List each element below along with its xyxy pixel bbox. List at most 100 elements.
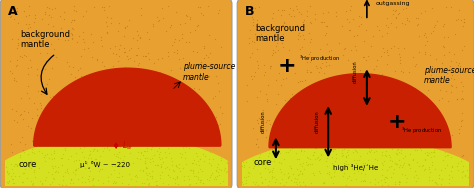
Point [304, 145, 311, 148]
Point [99, 168, 106, 171]
Point [142, 54, 150, 57]
Point [363, 13, 371, 16]
Point [384, 167, 392, 170]
Point [279, 37, 286, 40]
Point [100, 150, 107, 153]
Point [427, 31, 435, 34]
Point [151, 61, 158, 64]
Point [398, 136, 405, 139]
Point [457, 18, 465, 21]
Point [297, 25, 305, 28]
Point [71, 169, 78, 172]
Point [304, 142, 311, 145]
Text: diffusion: diffusion [353, 61, 358, 83]
Point [313, 64, 320, 67]
Point [359, 164, 366, 167]
Point [258, 180, 266, 183]
Point [30, 168, 38, 171]
Point [411, 64, 419, 67]
Point [16, 169, 23, 172]
Point [173, 49, 181, 52]
Point [452, 18, 460, 21]
Point [285, 24, 293, 27]
Point [64, 89, 72, 92]
Point [52, 148, 60, 151]
Point [421, 53, 429, 56]
Point [137, 158, 144, 161]
Point [415, 137, 422, 140]
Point [182, 40, 190, 43]
Point [457, 124, 465, 127]
Point [303, 61, 310, 64]
Point [36, 52, 44, 55]
Point [268, 170, 276, 173]
Point [394, 148, 401, 151]
Point [51, 104, 59, 107]
Point [173, 175, 181, 178]
Point [43, 6, 51, 9]
Point [47, 42, 55, 45]
Point [355, 24, 363, 27]
Point [115, 55, 123, 58]
Point [86, 170, 94, 173]
Point [11, 162, 18, 165]
Point [66, 160, 74, 163]
Point [138, 182, 146, 185]
Point [21, 143, 29, 146]
Point [370, 101, 377, 104]
Point [343, 150, 350, 153]
Point [458, 48, 466, 51]
Point [132, 143, 139, 146]
Point [290, 118, 297, 121]
Point [373, 64, 380, 67]
Point [143, 177, 151, 180]
Point [334, 167, 342, 170]
Point [363, 143, 370, 146]
Point [367, 138, 375, 141]
Point [194, 6, 201, 9]
Text: plume-source
mantle: plume-source mantle [183, 62, 235, 82]
Point [332, 14, 340, 17]
Point [363, 151, 370, 154]
Point [383, 177, 391, 180]
Point [307, 22, 315, 25]
Point [215, 184, 223, 187]
Point [69, 138, 77, 141]
Point [78, 113, 86, 116]
Point [118, 133, 125, 136]
Point [164, 174, 172, 177]
Point [367, 140, 375, 143]
Point [261, 175, 269, 178]
Point [248, 78, 256, 81]
Point [395, 52, 402, 55]
Point [378, 150, 385, 153]
Point [405, 19, 413, 22]
Point [196, 181, 203, 184]
Point [121, 26, 128, 29]
Point [36, 179, 43, 182]
Point [171, 126, 179, 129]
Point [173, 97, 181, 100]
Point [150, 154, 157, 157]
Point [73, 151, 80, 154]
Point [133, 124, 141, 127]
Point [301, 183, 309, 186]
Point [20, 171, 27, 174]
Point [181, 151, 188, 154]
Point [62, 118, 69, 121]
Point [289, 131, 297, 134]
Point [156, 70, 164, 73]
Point [199, 182, 207, 185]
Point [353, 165, 361, 168]
Point [123, 133, 130, 136]
Point [124, 182, 131, 185]
Point [68, 37, 75, 40]
Point [243, 84, 251, 87]
Point [348, 166, 356, 169]
Point [339, 154, 346, 157]
Point [323, 25, 330, 28]
Point [90, 5, 98, 8]
Point [418, 164, 426, 167]
Point [253, 119, 261, 122]
Point [82, 169, 90, 172]
